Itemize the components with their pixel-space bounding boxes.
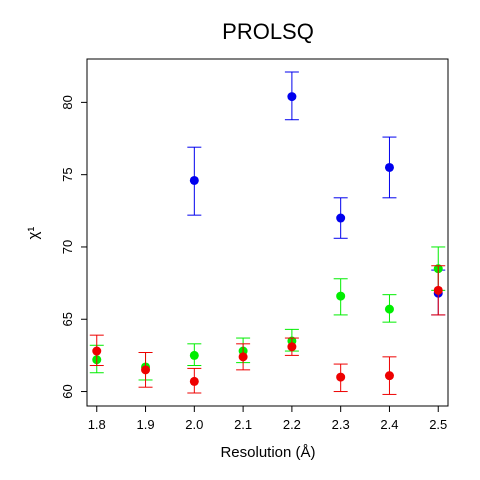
x-tick-label: 1.9 bbox=[137, 417, 155, 432]
plot-frame bbox=[86, 58, 449, 407]
series-2 bbox=[89, 246, 446, 381]
y-tick-label: 75 bbox=[60, 167, 75, 181]
x-tick-label: 2.0 bbox=[185, 417, 203, 432]
x-tick-label: 2.1 bbox=[234, 417, 252, 432]
x-axis: 1.8 1.9 2.0 2.1 2.2 2.3 2.4 2.5 bbox=[88, 406, 447, 432]
data-point bbox=[238, 352, 248, 362]
y-tick-label: 80 bbox=[60, 95, 75, 109]
data-point bbox=[336, 291, 346, 301]
data-point bbox=[384, 371, 394, 381]
series-layer bbox=[89, 71, 446, 395]
y-tick-label: 65 bbox=[60, 312, 75, 326]
data-point bbox=[189, 376, 199, 386]
data-point bbox=[336, 372, 346, 382]
y-tick-label: 70 bbox=[60, 240, 75, 254]
y-axis: 60 65 70 75 80 bbox=[60, 95, 87, 399]
x-tick-label: 1.8 bbox=[88, 417, 106, 432]
data-point bbox=[384, 162, 394, 172]
x-axis-title: Resolution (Å) bbox=[220, 444, 315, 461]
x-tick-label: 2.4 bbox=[380, 417, 398, 432]
data-point bbox=[141, 365, 151, 375]
data-point bbox=[433, 285, 443, 295]
x-tick-label: 2.2 bbox=[283, 417, 301, 432]
series-3 bbox=[89, 265, 446, 395]
data-point bbox=[384, 304, 394, 314]
x-tick-label: 2.3 bbox=[332, 417, 350, 432]
series-1 bbox=[187, 71, 446, 316]
y-tick-label: 60 bbox=[60, 384, 75, 398]
data-point bbox=[189, 175, 199, 185]
x-tick-label: 2.5 bbox=[429, 417, 447, 432]
y-axis-title: χ¹ bbox=[25, 227, 42, 240]
data-point bbox=[287, 342, 297, 352]
data-point bbox=[336, 213, 346, 223]
data-point bbox=[92, 346, 102, 356]
chart-title: PROLSQ bbox=[222, 19, 314, 44]
data-point bbox=[189, 350, 199, 360]
data-point bbox=[287, 92, 297, 102]
